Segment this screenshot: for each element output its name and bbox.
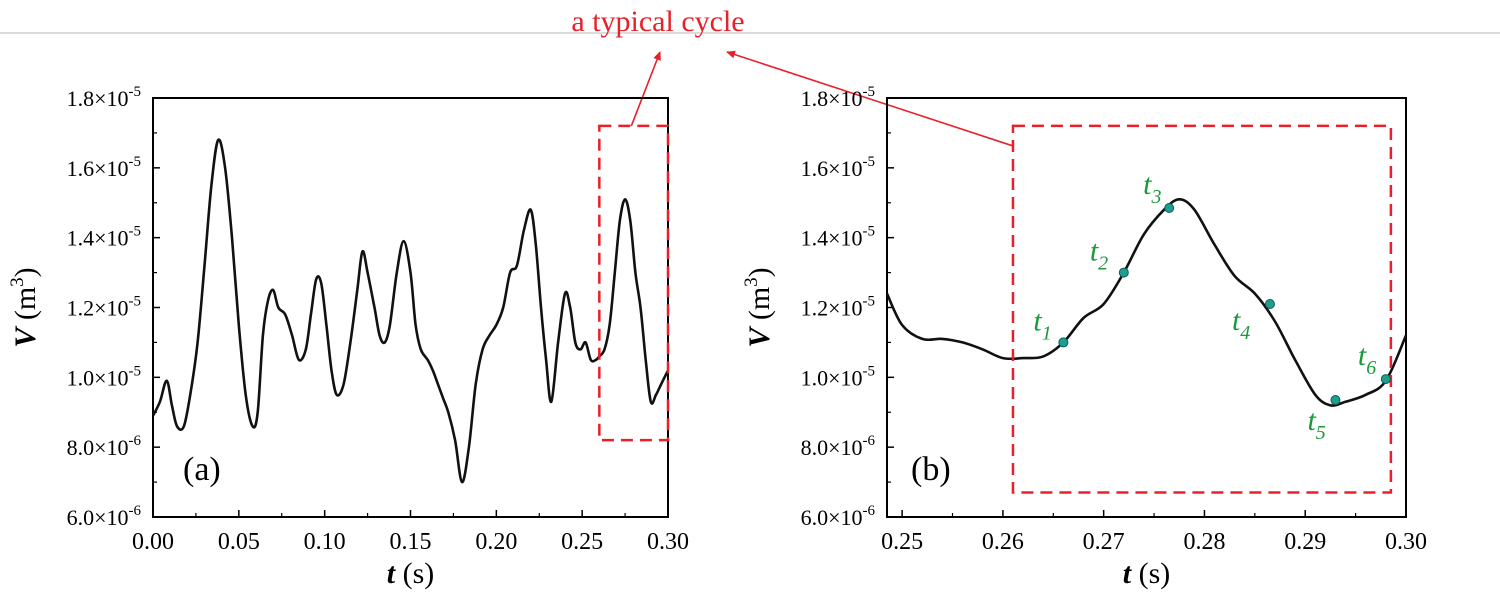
panel-b-y-tick-label: 1.8×10-5 [801,84,875,111]
panel-a-y-tick-label: 1.2×10-5 [67,294,141,321]
marker-t1-point [1058,337,1069,348]
panel-b-y-tick-label: 1.6×10-5 [801,154,875,181]
panel-b-x-tick-label: 0.29 [1284,529,1326,555]
marker-t1-label: t1 [1033,304,1051,344]
panel-b-plot-frame [886,97,1407,518]
panel-b-y-tick-label: 6.0×10-6 [801,503,876,530]
panel-b-series-line [887,198,1406,407]
panel-b-y-tick-label: 1.4×10-5 [801,224,875,251]
panel-a-x-tick-label: 0.15 [390,529,432,555]
panel-b-x-tick-label: 0.27 [1083,529,1125,555]
panel-b-y-tick-label: 1.2×10-5 [801,294,875,321]
panel-a-x-tick-label: 0.05 [218,529,260,555]
panel-b: 0.25 0.26 0.27 0.28 0.29 0.30 6.0×10-6 8.0×10-6… [741,84,1427,590]
marker-t5-point [1330,395,1341,406]
panel-a-y-axis-label: V (m3) [7,267,42,347]
panel-b-highlight-box [1011,124,1393,494]
panel-b-y-axis-label: V (m3) [741,267,776,347]
panel-a-x-tick-label: 0.30 [647,529,689,555]
panel-a-x-tick-label: 0.25 [561,529,603,555]
marker-t2-point [1118,267,1129,278]
panel-a-plot-frame [152,97,669,518]
panel-a-series-line [153,138,668,484]
panel-b-panel-label: (b) [911,451,951,488]
panel-b-y-tick-label: 1.0×10-5 [801,363,875,390]
panel-a-y-tick-label: 1.6×10-5 [67,154,141,181]
panel-b-x-tick-label: 0.26 [982,529,1024,555]
panel-a-x-tick-label: 0.00 [132,529,174,555]
marker-t6-point [1380,374,1391,385]
annotation-arrows [630,50,1014,147]
annotation-arrow-a [630,51,661,127]
marker-t3-label: t3 [1143,168,1161,208]
marker-t4-point [1264,299,1275,310]
marker-t2-label: t2 [1090,235,1108,275]
panel-b-x-axis-label: t (s) [1123,557,1171,590]
panel-b-y-tick-label: 8.0×10-6 [801,433,876,460]
panel-b-x-tick-label: 0.28 [1183,529,1225,555]
panel-a-x-tick-label: 0.10 [304,529,346,555]
panel-a-x-axis-label: t (s) [387,557,435,590]
panel-a-y-tick-label: 1.8×10-5 [67,84,141,111]
panel-a-y-tick-label: 8.0×10-6 [67,433,142,460]
marker-t3-point [1164,202,1175,213]
annotation-arrow-b [726,50,1014,147]
panel-a-panel-label: (a) [183,451,221,488]
panel-a-y-tick-label: 1.0×10-5 [67,363,141,390]
marker-t4-label: t4 [1232,304,1250,344]
panel-a-highlight-box [598,124,670,442]
panel-b-x-tick-label: 0.30 [1385,529,1427,555]
marker-t6-label: t6 [1358,339,1376,379]
panel-a-x-tick-label: 0.20 [475,529,517,555]
panel-a-y-tick-label: 6.0×10-6 [67,503,142,530]
annotation-label: a typical cycle [571,5,744,38]
panel-a: 0.00 0.05 0.10 0.15 0.20 0.25 0.30 6.0×10-6 8.0×… [7,84,689,590]
marker-t5-label: t5 [1307,404,1325,444]
panel-a-y-tick-label: 1.4×10-5 [67,224,141,251]
panel-b-x-tick-label: 0.25 [881,529,923,555]
